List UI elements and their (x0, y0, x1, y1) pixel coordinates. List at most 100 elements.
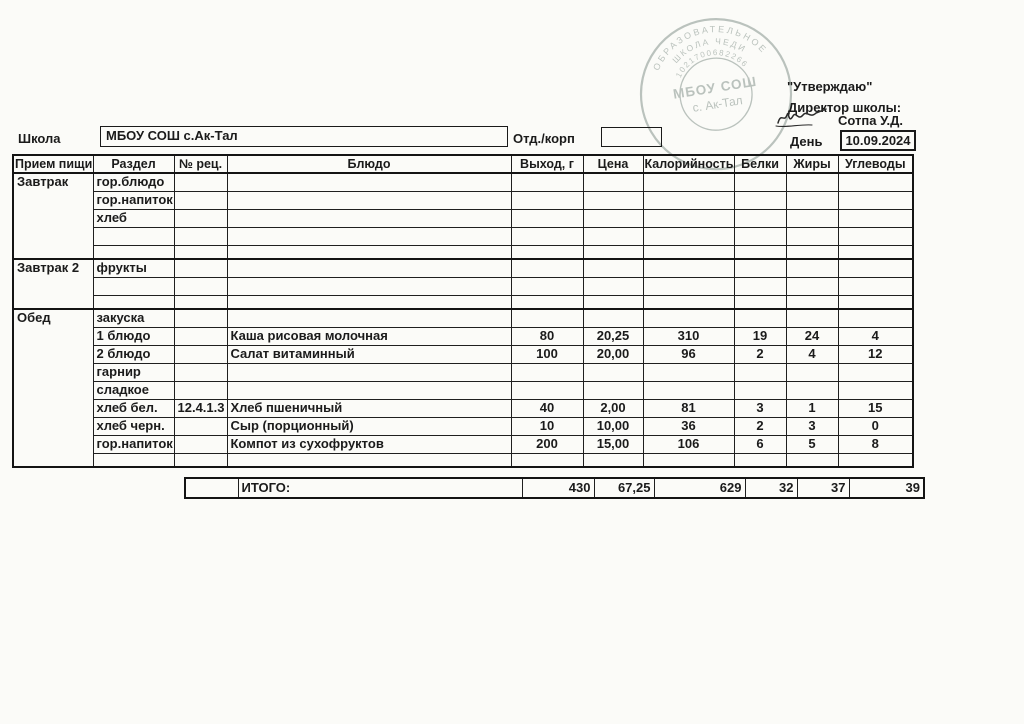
calories-cell: 96 (642, 344, 735, 364)
calories-cell: 310 (642, 326, 735, 346)
carbs-cell (837, 258, 914, 278)
carbs-cell (837, 380, 914, 400)
table-row (13, 294, 914, 310)
dish-cell (226, 190, 512, 210)
calories-cell (642, 244, 735, 260)
table-row (13, 226, 914, 246)
protein-cell: 2 (733, 416, 787, 436)
price-cell (582, 226, 644, 246)
carbs-cell (837, 308, 914, 328)
fat-cell (785, 380, 839, 400)
table-row: гор.напиток Компот из сухофруктов 200 15… (13, 434, 914, 454)
totals-output: 430 (521, 477, 595, 499)
calories-cell (642, 452, 735, 468)
table-row: хлеб черн. Сыр (порционный) 10 10,00 36 … (13, 416, 914, 436)
carbs-cell (837, 190, 914, 210)
output-cell: 80 (510, 326, 584, 346)
calories-cell (642, 308, 735, 328)
price-cell (582, 276, 644, 296)
rec-cell (173, 276, 228, 296)
dish-cell (226, 244, 512, 260)
totals-fat: 37 (796, 477, 850, 499)
calories-cell: 36 (642, 416, 735, 436)
rec-cell (173, 308, 228, 328)
school-value-box: МБОУ СОШ с.Ак-Тал (100, 126, 508, 147)
rec-cell (173, 208, 228, 228)
fat-cell (785, 190, 839, 210)
header-cell-calories: Калорийность (642, 154, 735, 174)
table-row: Обед закуска (12, 308, 914, 468)
carbs-cell: 0 (837, 416, 914, 436)
day-label: День (790, 134, 823, 149)
price-cell (582, 308, 644, 328)
dish-cell (226, 172, 512, 192)
protein-cell: 3 (733, 398, 787, 418)
rec-cell (173, 362, 228, 382)
carbs-cell: 12 (837, 344, 914, 364)
output-cell (510, 380, 584, 400)
razdel-cell: сладкое (92, 380, 175, 400)
carbs-cell (837, 294, 914, 310)
price-cell (582, 208, 644, 228)
protein-cell: 2 (733, 344, 787, 364)
dish-cell: Сыр (порционный) (226, 416, 512, 436)
dish-cell (226, 362, 512, 382)
output-cell: 40 (510, 398, 584, 418)
fat-cell (785, 226, 839, 246)
dish-cell (226, 380, 512, 400)
output-cell (510, 258, 584, 278)
director-name: Сотпа У.Д. (838, 113, 904, 128)
rec-cell (173, 226, 228, 246)
table-row: сладкое (13, 380, 914, 400)
price-cell (582, 362, 644, 382)
razdel-cell: 1 блюдо (92, 326, 175, 346)
output-cell (510, 244, 584, 260)
price-cell (582, 172, 644, 192)
razdel-cell: хлеб (92, 208, 175, 228)
fat-cell: 1 (785, 398, 839, 418)
price-cell (582, 380, 644, 400)
dish-cell (226, 276, 512, 296)
price-cell (582, 244, 644, 260)
dept-label: Отд./корп (513, 131, 575, 146)
protein-cell (733, 294, 787, 310)
razdel-cell: закуска (92, 308, 175, 328)
price-cell: 20,00 (582, 344, 644, 364)
dish-cell (226, 294, 512, 310)
totals-label: ИТОГО: (237, 477, 523, 499)
calories-cell: 106 (642, 434, 735, 454)
carbs-cell (837, 226, 914, 246)
calories-cell (642, 380, 735, 400)
dish-cell (226, 308, 512, 328)
razdel-cell: фрукты (92, 258, 175, 278)
table-row: гор.напиток (13, 190, 914, 210)
header-cell-protein: Белки (733, 154, 787, 174)
table-row: 2 блюдо Салат витаминный 100 20,00 96 2 … (13, 344, 914, 364)
carbs-cell (837, 244, 914, 260)
razdel-cell (92, 294, 175, 310)
calories-cell (642, 226, 735, 246)
output-cell (510, 308, 584, 328)
dish-cell: Хлеб пшеничный (226, 398, 512, 418)
totals-row: ИТОГО: 430 67,25 629 32 37 39 (184, 477, 925, 499)
razdel-cell: хлеб бел. (92, 398, 175, 418)
fat-cell: 4 (785, 344, 839, 364)
price-cell (582, 258, 644, 278)
protein-cell (733, 172, 787, 192)
table-row: хлеб бел. 12.4.1.3 Хлеб пшеничный 40 2,0… (13, 398, 914, 418)
razdel-cell: гор.блюдо (92, 172, 175, 192)
table-row (13, 276, 914, 296)
razdel-cell: гор.напиток (92, 190, 175, 210)
calories-cell (642, 190, 735, 210)
protein-cell: 6 (733, 434, 787, 454)
protein-cell (733, 308, 787, 328)
output-cell (510, 362, 584, 382)
rec-cell: 12.4.1.3 (173, 398, 228, 418)
carbs-cell: 8 (837, 434, 914, 454)
output-cell: 100 (510, 344, 584, 364)
dish-cell (226, 226, 512, 246)
rec-cell (173, 380, 228, 400)
totals-protein: 32 (744, 477, 798, 499)
calories-cell (642, 362, 735, 382)
header-cell-fat: Жиры (785, 154, 839, 174)
